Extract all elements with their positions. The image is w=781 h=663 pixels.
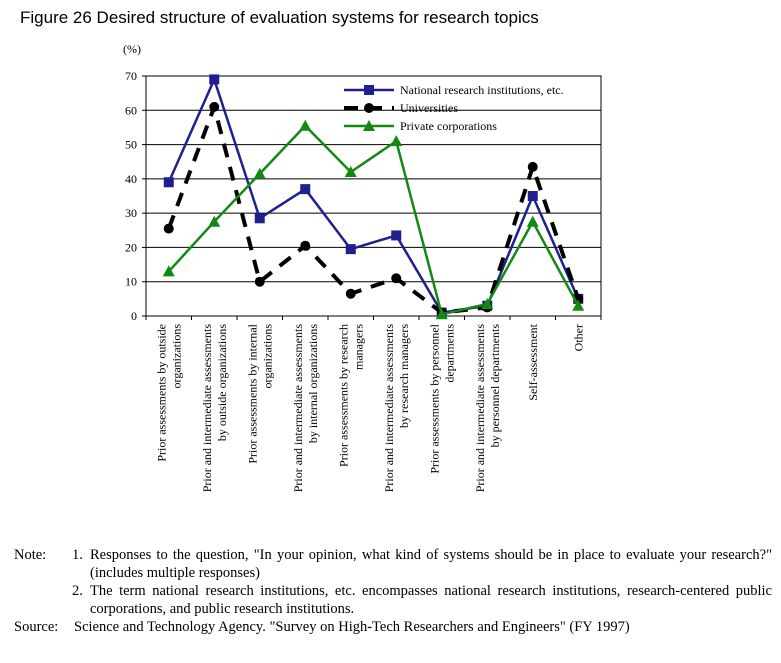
note-text: The term national research institutions,… [90, 583, 772, 617]
note-number: 2. [72, 583, 83, 599]
data-point-0 [209, 74, 220, 85]
x-tick-label-line: Prior and intermediate assessments [291, 324, 305, 493]
notes-section: Note: 1. Responses to the question, "In … [14, 546, 772, 636]
legend-marker [364, 103, 374, 113]
x-tick-label-line: Prior and intermediate assessments [200, 324, 214, 493]
data-point-1 [163, 223, 174, 234]
data-point-0 [391, 230, 402, 241]
x-tick-label: Prior and intermediate assessments by out… [200, 324, 229, 493]
y-unit-label: (%) [123, 42, 141, 56]
data-point-2 [162, 265, 175, 277]
x-tick-label-line: organizations [260, 324, 274, 389]
x-tick-label: Prior assessments by personnel department… [427, 323, 456, 473]
source-row: Source: Science and Technology Agency. "… [14, 618, 772, 636]
legend-label: National research institutions, etc. [400, 83, 564, 97]
x-tick-label: Self-assessment [526, 323, 540, 400]
x-tick-label-line: Other [571, 324, 585, 351]
data-point-2 [208, 215, 221, 227]
x-tick-label-line: Prior assessments by personnel [427, 323, 441, 473]
x-tick-label: Prior assessments by outside organization… [154, 324, 183, 462]
x-tick-label-line: departments [442, 324, 456, 383]
legend-label: Private corporations [400, 119, 497, 133]
data-point-1 [209, 101, 220, 112]
series-line-1 [166, 104, 581, 315]
x-tick-label-line: Prior assessments by research [336, 324, 350, 467]
note-row-2: 2. The term national research institutio… [14, 582, 772, 618]
x-tick-label-line: managers [351, 324, 365, 370]
data-point-2 [435, 308, 448, 320]
x-tick-label-line: Prior assessments by outside [154, 324, 168, 462]
y-tick-label: 70 [125, 69, 137, 83]
x-tick-label: Prior and intermediate assessments by per… [473, 324, 502, 493]
data-point-0 [163, 177, 174, 188]
x-tick-label-line: by research managers [397, 324, 411, 428]
y-tick-label: 20 [125, 240, 137, 254]
y-tick-label: 0 [131, 309, 137, 323]
data-point-1 [300, 240, 311, 251]
x-tick-label: Prior and intermediate assessments by int… [291, 324, 320, 493]
line-chart: 0 10 20 30 40 50 60 70 (%) Prior assessments by o… [123, 42, 602, 493]
series-line-0 [167, 78, 580, 314]
data-point-0 [345, 244, 356, 255]
data-point-2 [299, 119, 312, 131]
data-point-2 [390, 135, 403, 147]
legend-marker [363, 120, 375, 131]
data-point-2 [481, 298, 494, 309]
note-row-1: Note: 1. Responses to the question, "In … [14, 546, 772, 582]
x-tick-label-line: by internal organizations [306, 324, 320, 443]
data-point-1 [391, 273, 402, 284]
x-tick-label-line: Self-assessment [526, 323, 540, 400]
x-tick-label: Prior assessments by internal organizatio… [245, 323, 274, 463]
y-tick-label: 60 [125, 103, 137, 117]
data-point-1 [345, 288, 356, 299]
source-label: Source: [14, 619, 59, 635]
data-point-1 [254, 276, 265, 287]
data-point-0 [300, 184, 311, 195]
data-point-2 [253, 167, 266, 179]
legend-label: Universities [400, 101, 458, 115]
x-tick-label-line: Prior assessments by internal [245, 323, 259, 463]
source-text: Science and Technology Agency. "Survey o… [74, 619, 630, 635]
y-tick-label: 30 [125, 206, 137, 220]
note-number: 1. [72, 547, 83, 563]
x-tick-label-line: Prior and intermediate assessments [382, 324, 396, 493]
x-tick-label: Other [571, 324, 585, 351]
x-tick-label-line: Prior and intermediate assessments [473, 324, 487, 493]
y-tick-label: 10 [125, 275, 137, 289]
note-label: Note: [14, 547, 47, 563]
note-text: Responses to the question, "In your opin… [90, 547, 772, 581]
x-tick-label: Prior and intermediate assessments by res… [382, 324, 411, 493]
y-tick-label: 40 [125, 172, 137, 186]
legend-marker [364, 85, 374, 95]
data-point-0 [527, 191, 538, 201]
data-point-2 [572, 299, 585, 311]
x-tick-label-line: by outside organizations [215, 324, 229, 441]
data-point-1 [527, 161, 538, 172]
data-point-2 [344, 166, 357, 177]
x-tick-label-line: by personnel departments [488, 324, 502, 448]
data-point-2 [526, 215, 539, 227]
data-point-0 [254, 213, 265, 224]
series-line-2 [167, 124, 580, 316]
x-tick-label-line: organizations [169, 324, 183, 389]
y-tick-label: 50 [125, 138, 137, 152]
figure-title: Figure 26 Desired structure of evaluatio… [20, 8, 539, 27]
x-tick-label: Prior assessments by research managers [336, 324, 365, 467]
